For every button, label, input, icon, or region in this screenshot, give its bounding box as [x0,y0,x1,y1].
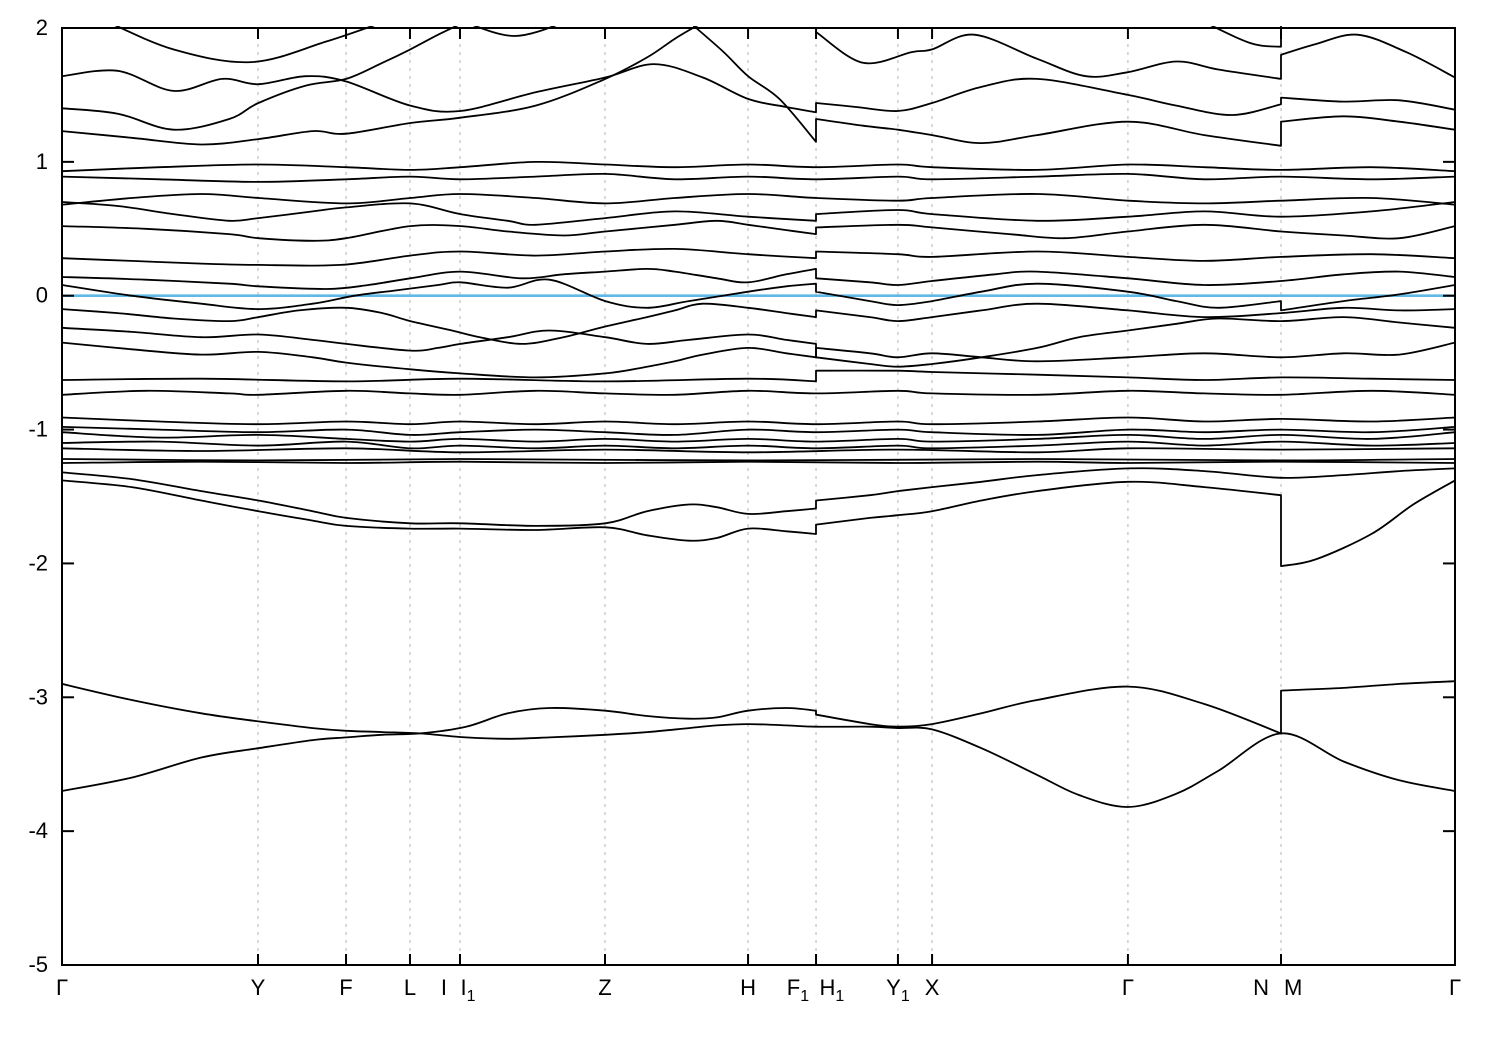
band-line-16 [62,278,1455,312]
band-line-7 [62,26,699,146]
band-line-23 [62,426,1455,436]
band-line-9 [62,160,1455,173]
band-line-2 [472,26,557,37]
band-line-28 [62,460,1455,464]
band-line-17 [62,302,1455,345]
k-point-label: Γ [56,975,68,1000]
band-line-29 [62,467,1455,527]
band-line-13 [62,219,1455,242]
y-tick-label: -4 [28,818,48,843]
y-tick-label: -3 [28,684,48,709]
band-lines [62,26,1455,808]
band-line-10 [62,172,1455,183]
band-line-14 [62,247,1455,267]
k-point-label: M [1284,975,1302,1000]
band-line-3 [1210,26,1282,48]
k-point-label: F1 [787,975,809,1005]
k-point-label: L [404,975,416,1000]
band-line-6 [62,26,459,131]
band-line-26 [62,447,1455,454]
band-line-1 [114,26,376,64]
band-line-11 [62,201,1455,226]
band-line-18 [62,316,1455,368]
y-tick-label: 1 [36,149,48,174]
band-line-30 [62,479,1455,567]
k-point-label: X [925,975,940,1000]
k-point-label: Z [598,975,611,1000]
k-point-label: Γ [1122,975,1134,1000]
plot-frame [61,27,1456,966]
y-tick-label: 2 [36,15,48,40]
k-point-label: H1 [820,975,845,1005]
y-axis-tick-labels: 2 1 0 -1 -2 -3 -4 -5 [28,15,48,977]
band-line-27 [62,458,1455,462]
k-point-label: F [339,975,352,1000]
k-point-label: H [740,975,756,1000]
band-line-20 [62,369,1455,383]
k-gridlines [257,28,1282,965]
band-line-12 [62,193,1455,206]
k-point-label: Y [251,975,266,1000]
y-tick-label: 0 [36,283,48,308]
k-point-label: I [441,975,447,1000]
tick-marks [61,27,1456,966]
band-line-22 [62,416,1455,426]
band-line-8 [692,26,1455,147]
y-tick-label: -2 [28,550,48,575]
k-point-label: I1 [461,975,476,1005]
band-line-5 [815,31,1455,80]
k-point-label: N [1253,975,1269,1000]
band-line-24 [62,431,1455,443]
k-point-labels: Γ Y F L I I1 Z H F1 H1 Y1 X Γ N M Γ [56,975,1461,1005]
band-line-21 [62,389,1455,396]
y-tick-label: -5 [28,952,48,977]
band-line-25 [62,440,1455,450]
band-line-15 [62,268,1455,290]
k-point-label: Γ [1449,975,1461,1000]
k-point-label: Y1 [886,975,910,1005]
band-line-31 [62,683,1455,808]
band-line-32 [62,680,1455,792]
band-line-4 [62,63,1455,116]
band-line-19 [62,341,1455,379]
y-tick-label: -1 [28,417,48,442]
